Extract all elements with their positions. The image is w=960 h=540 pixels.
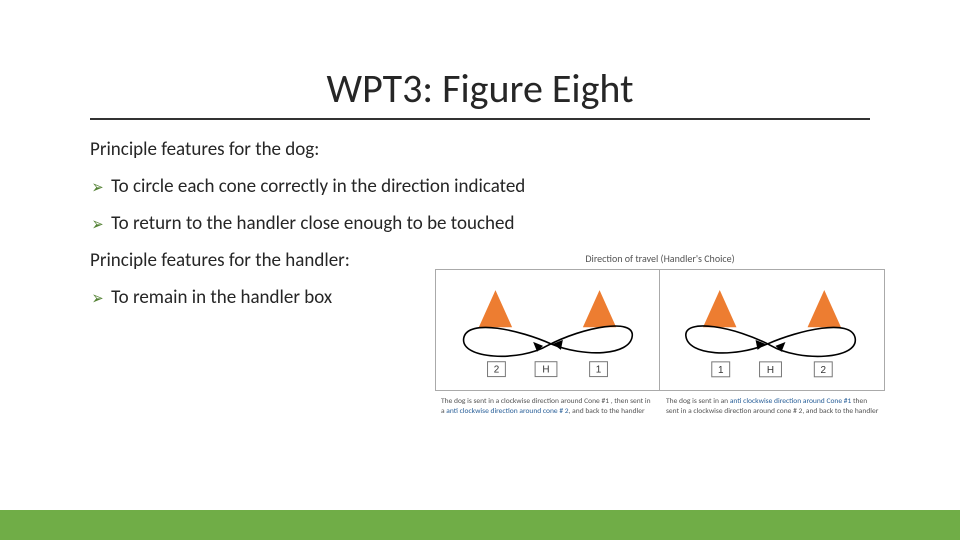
caption-text: The dog is sent in an [666, 397, 730, 406]
caption-accent: anti clockwise direction around Cone #1 [730, 397, 851, 406]
chevron-right-icon: ➢ [92, 178, 104, 196]
diagram-panels: 2 H 1 [435, 269, 885, 391]
dog-heading: Principle features for the dog: [90, 138, 870, 161]
box-label: 2 [821, 365, 827, 376]
cone-icon [478, 288, 514, 328]
diagram-left-panel: 2 H 1 [436, 270, 660, 390]
caption-accent: anti clockwise direction around cone # 2 [446, 407, 568, 416]
page-title: WPT3: Figure Eight [90, 64, 870, 113]
slide: WPT3: Figure Eight Principle features fo… [0, 0, 960, 540]
left-caption: The dog is sent in a clockwise direction… [435, 391, 660, 417]
dog-bullet-1: ➢ To circle each cone correctly in the d… [90, 175, 870, 198]
figure-eight-left-svg: 2 H 1 [436, 270, 659, 390]
bullet-text: To remain in the handler box [111, 286, 332, 309]
cone-icon [582, 288, 618, 328]
bullet-text: To circle each cone correctly in the dir… [111, 175, 525, 198]
cone-icon [806, 288, 842, 328]
title-underline [90, 118, 870, 120]
arrow-icon [775, 342, 785, 352]
bullet-text: To return to the handler close enough to… [111, 212, 514, 235]
box-label: 1 [718, 365, 724, 376]
path-line [464, 326, 633, 356]
diagram-right-panel: 1 H 2 [660, 270, 884, 390]
path-line [686, 326, 855, 356]
chevron-right-icon: ➢ [92, 215, 104, 233]
diagram: Direction of travel (Handler's Choice) [435, 252, 885, 417]
box-label: H [767, 365, 774, 376]
box-label: 1 [596, 365, 602, 376]
cone-icon [702, 288, 738, 328]
box-label: H [542, 365, 549, 376]
box-label: 2 [494, 365, 500, 376]
arrow-icon [533, 342, 543, 352]
caption-text: , and back to the handler [569, 407, 645, 416]
right-caption: The dog is sent in an anti clockwise dir… [660, 391, 885, 417]
figure-eight-right-svg: 1 H 2 [660, 270, 884, 390]
diagram-top-caption: Direction of travel (Handler's Choice) [435, 252, 885, 265]
bottom-accent-bar [0, 510, 960, 540]
diagram-captions: The dog is sent in a clockwise direction… [435, 391, 885, 417]
chevron-right-icon: ➢ [92, 289, 104, 307]
dog-bullet-2: ➢ To return to the handler close enough … [90, 212, 870, 235]
